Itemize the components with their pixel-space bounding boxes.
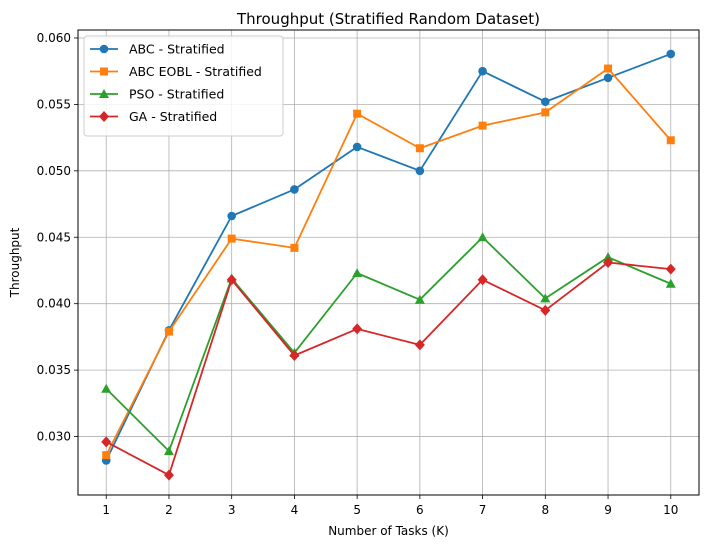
y-tick-label: 0.035 bbox=[37, 363, 71, 377]
x-tick-label: 3 bbox=[228, 503, 236, 517]
data-point bbox=[163, 446, 174, 456]
data-point bbox=[352, 142, 362, 152]
x-tick-label: 4 bbox=[291, 503, 299, 517]
data-point bbox=[478, 121, 487, 130]
series-line bbox=[105, 236, 672, 453]
legend-entry: ABC - Stratified bbox=[90, 42, 225, 57]
data-point bbox=[541, 108, 550, 117]
data-point bbox=[604, 64, 613, 73]
data-point bbox=[603, 252, 614, 262]
y-tick-label: 0.040 bbox=[37, 297, 71, 311]
data-point bbox=[666, 49, 676, 59]
data-point bbox=[665, 278, 676, 288]
legend-marker bbox=[99, 89, 109, 98]
legend-entry: ABC EOBL - Stratified bbox=[90, 64, 262, 79]
chart-title: Throughput (Stratified Random Dataset) bbox=[236, 10, 540, 28]
data-point bbox=[227, 234, 236, 243]
data-point bbox=[164, 327, 173, 336]
data-point bbox=[289, 350, 300, 361]
x-tick-label: 10 bbox=[663, 503, 678, 517]
data-point bbox=[666, 136, 675, 145]
data-point bbox=[603, 73, 613, 83]
x-tick-label: 1 bbox=[102, 503, 110, 517]
data-point bbox=[540, 304, 551, 316]
plot-frame bbox=[77, 29, 700, 496]
data-point bbox=[352, 323, 363, 335]
x-axis-label: Number of Tasks (K) bbox=[328, 524, 449, 538]
data-point bbox=[415, 144, 424, 153]
data-point bbox=[541, 97, 550, 107]
data-point bbox=[477, 274, 488, 286]
data-point bbox=[603, 257, 614, 268]
data-point bbox=[226, 274, 237, 286]
series-2 bbox=[102, 64, 675, 460]
x-tick-label: 8 bbox=[541, 503, 549, 517]
legend-label: ABC - Stratified bbox=[129, 42, 225, 57]
data-point bbox=[353, 109, 362, 118]
data-point bbox=[414, 294, 425, 304]
data-point bbox=[478, 66, 487, 76]
legend-marker bbox=[99, 44, 109, 54]
y-axis-label: Throughput bbox=[8, 227, 22, 298]
legend-entry: GA - Stratified bbox=[90, 109, 217, 124]
y-tick-label: 0.060 bbox=[37, 31, 71, 45]
x-tick-label: 9 bbox=[604, 503, 612, 517]
data-point bbox=[352, 268, 363, 278]
legend: ABC - Stratified ABC EOBL - Stratified PSO… bbox=[83, 35, 284, 137]
data-point bbox=[477, 232, 488, 242]
data-point bbox=[227, 211, 236, 221]
legend-box bbox=[83, 35, 284, 137]
data-point bbox=[101, 383, 112, 393]
series-line bbox=[105, 67, 672, 456]
series-4 bbox=[101, 257, 676, 481]
data-point bbox=[163, 469, 174, 481]
legend-label: GA - Stratified bbox=[129, 109, 217, 124]
series-line bbox=[105, 261, 671, 476]
data-point bbox=[101, 436, 112, 448]
data-point bbox=[415, 166, 425, 176]
data-point bbox=[290, 243, 299, 252]
legend-label: PSO - Stratified bbox=[129, 87, 224, 102]
x-tick-label: 6 bbox=[416, 503, 424, 517]
axis-ticks: 1 2 3 4 5 6 7 8 9 10 0.030 0.035 0.040 0.045 0.050 0.05… bbox=[37, 31, 679, 517]
data-point bbox=[665, 263, 676, 275]
legend-label: ABC EOBL - Stratified bbox=[129, 64, 262, 79]
x-tick-label: 7 bbox=[479, 503, 487, 517]
legend-entry: PSO - Stratified bbox=[90, 87, 224, 102]
y-tick-label: 0.030 bbox=[37, 430, 71, 444]
y-tick-label: 0.055 bbox=[37, 97, 71, 111]
y-tick-label: 0.050 bbox=[37, 164, 71, 178]
legend-marker bbox=[100, 67, 108, 76]
y-tick-label: 0.045 bbox=[37, 230, 71, 244]
legend-marker bbox=[99, 111, 109, 122]
data-point bbox=[540, 293, 551, 303]
data-point bbox=[102, 451, 111, 460]
data-point bbox=[414, 339, 425, 351]
series-lines bbox=[101, 49, 676, 481]
data-point bbox=[290, 185, 299, 194]
x-tick-label: 5 bbox=[353, 503, 361, 517]
x-tick-label: 2 bbox=[165, 503, 173, 517]
